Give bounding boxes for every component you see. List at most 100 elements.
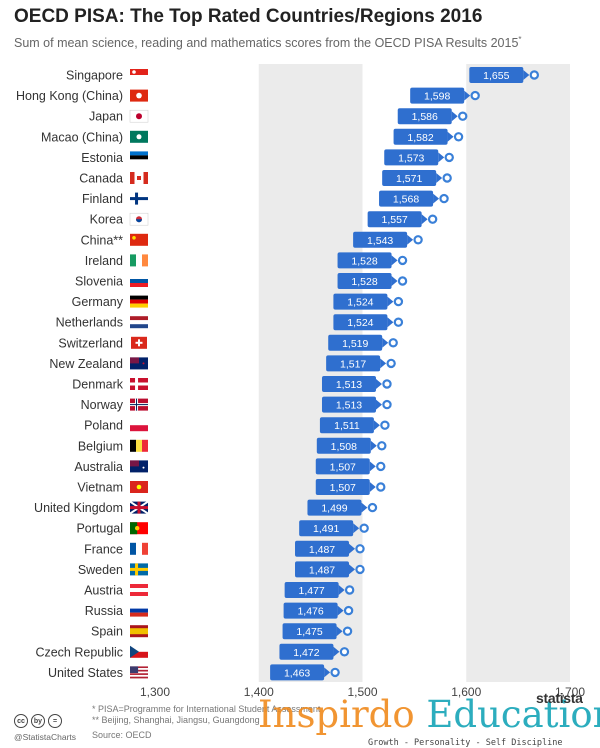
data-point: [376, 461, 386, 472]
source-note: Source: OECD: [92, 730, 152, 740]
category-label: United Kingdom: [34, 501, 123, 515]
bar-pointer: [407, 234, 414, 245]
bar: [337, 252, 392, 269]
bar: [410, 87, 465, 104]
united-states-flag-icon: [130, 666, 148, 679]
data-point: [458, 111, 468, 121]
value-label: 1,598: [424, 91, 450, 103]
category-label: Canada: [79, 172, 123, 186]
norway-flag-icon: [130, 398, 148, 411]
value-label: 1,513: [336, 379, 362, 391]
bar: [321, 376, 376, 392]
x-tick-label: 1,700: [555, 685, 585, 699]
data-point: [393, 296, 404, 307]
bar: [284, 582, 339, 598]
license-icons: cc by =: [14, 714, 62, 728]
category-label: Singapore: [66, 69, 123, 83]
bar-pointer: [369, 482, 376, 492]
data-point: [343, 605, 354, 616]
data-point: [397, 276, 408, 286]
category-label: Portugal: [76, 522, 123, 536]
category-label: Estonia: [81, 151, 123, 165]
ireland-flag-icon: [130, 254, 148, 267]
value-label: 1,477: [298, 585, 324, 597]
gridline-bands: [258, 64, 570, 682]
value-label: 1,586: [412, 111, 438, 123]
canada-flag-icon: [130, 172, 148, 184]
bar-pointer: [349, 564, 356, 575]
belgium-flag-icon: [130, 439, 148, 452]
subtitle-text: Sum of mean science, reading and mathema…: [14, 36, 519, 51]
category-label: Vietnam: [77, 481, 123, 495]
bar: [337, 273, 392, 289]
bar: [283, 602, 338, 619]
bar-pointer: [373, 420, 380, 431]
value-label: 1,524: [347, 317, 373, 329]
bar: [316, 437, 371, 454]
bar-pointer: [370, 440, 377, 451]
estonia-flag-icon: [130, 151, 148, 164]
footnote-1: * PISA=Programme for International Stude…: [92, 704, 321, 714]
bar-pointer: [391, 255, 398, 266]
bars: 1,655 1,598 1,586 1,582 1,573 1,571 1,568 1,557…: [270, 67, 540, 681]
data-point: [386, 358, 396, 369]
data-point: [427, 214, 438, 224]
value-label: 1,513: [336, 400, 362, 412]
czech-republic-flag-icon: [130, 645, 148, 658]
poland-flag-icon: [130, 419, 148, 432]
x-tick-label: 1,500: [347, 685, 377, 699]
value-label: 1,543: [367, 235, 393, 247]
data-point: [382, 399, 392, 410]
category-label: Finland: [82, 192, 123, 206]
japan-flag-icon: [129, 109, 149, 123]
data-point: [367, 502, 378, 513]
x-tick-label: 1,400: [244, 685, 274, 699]
value-label: 1,528: [351, 276, 377, 288]
data-point: [355, 564, 365, 575]
category-label: Netherlands: [56, 316, 123, 330]
bar-pointer: [333, 646, 340, 657]
value-label: 1,472: [293, 647, 319, 659]
bar-pointer: [353, 523, 360, 534]
austria-flag-icon: [130, 584, 148, 596]
category-label: Poland: [84, 419, 123, 433]
creative-commons-icon: cc: [14, 714, 28, 728]
data-point: [439, 193, 449, 204]
category-label: Germany: [72, 295, 124, 309]
value-label: 1,476: [297, 606, 323, 618]
bar-pointer: [369, 461, 376, 472]
australia-flag-icon: [130, 460, 148, 473]
bar-pointer: [375, 379, 382, 389]
data-point: [388, 338, 398, 348]
watermark-word-2: Education: [426, 693, 600, 736]
bar: [333, 293, 388, 310]
category-label: New Zealand: [49, 357, 123, 371]
category-label: Czech Republic: [35, 645, 123, 659]
data-point: [470, 90, 480, 101]
portugal-flag-icon: [130, 522, 148, 535]
category-label: France: [84, 542, 123, 556]
data-point: [382, 379, 392, 389]
bar-pointer: [349, 543, 356, 554]
hong-kong-flag-icon: [130, 89, 148, 102]
value-label: 1,487: [309, 544, 335, 556]
bar: [282, 623, 337, 640]
value-label: 1,499: [321, 503, 347, 515]
bar-pointer: [391, 276, 398, 286]
bar: [379, 190, 434, 207]
band-1400-1500: [258, 64, 363, 682]
data-point: [344, 585, 355, 595]
x-axis: 1,300 1,400 1,500 1,600 1,700: [140, 685, 585, 699]
value-label: 1,508: [331, 441, 357, 453]
category-label: Spain: [91, 625, 123, 639]
bar: [382, 170, 437, 186]
bar: [384, 149, 439, 166]
bar-pointer: [375, 399, 382, 410]
data-point: [339, 647, 350, 657]
china-flag-icon: [130, 233, 148, 246]
value-label: 1,568: [393, 194, 419, 206]
data-point: [342, 626, 353, 636]
bar-pointer: [451, 111, 458, 122]
korea-flag-icon: [129, 212, 149, 226]
data-point: [453, 132, 464, 142]
